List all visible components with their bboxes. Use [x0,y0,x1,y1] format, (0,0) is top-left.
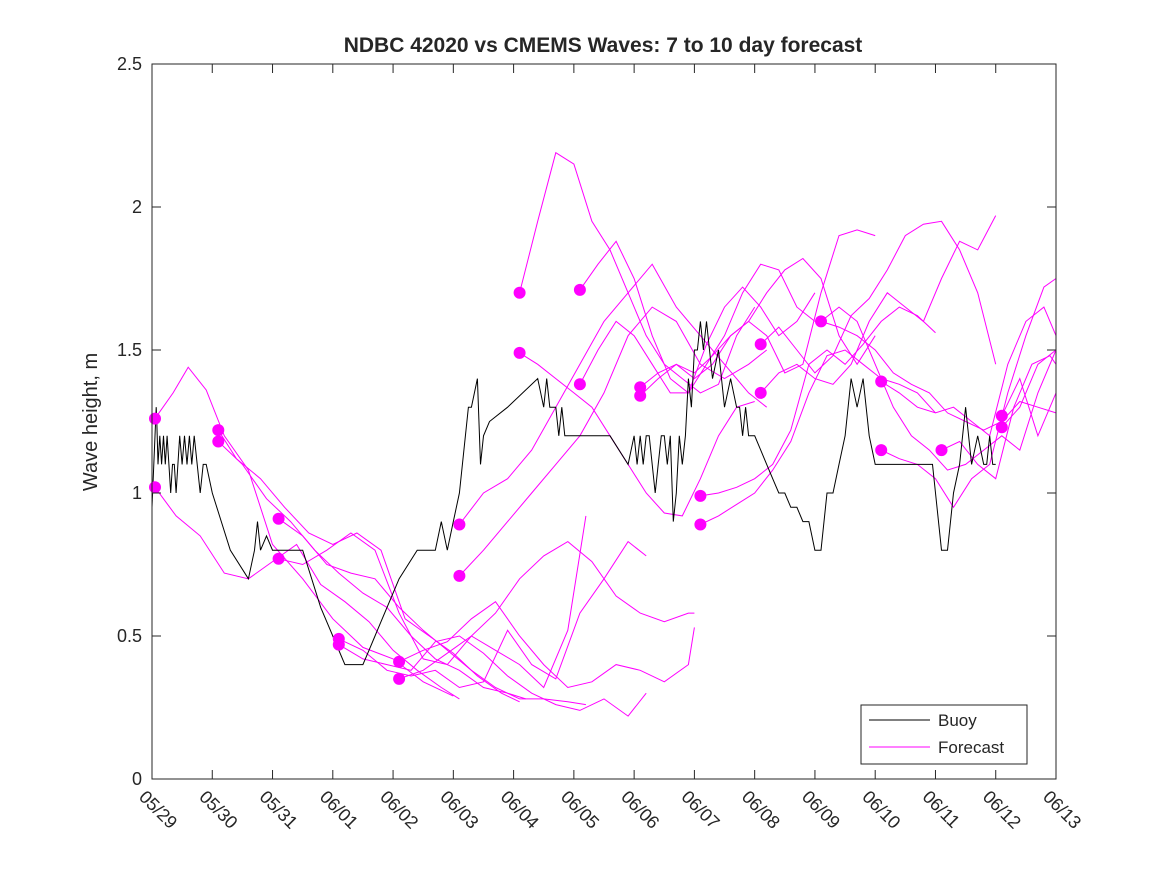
forecast-line-28 [1001,377,1057,438]
forecast-start-point [634,389,647,402]
x-tick-label: 06/12 [979,787,1025,833]
axes-box [151,63,1057,780]
forecast-line-23 [820,320,1057,431]
forecast-start-point [393,655,406,668]
x-tick-label: 06/03 [436,787,482,833]
x-tick-label: 06/01 [316,787,362,833]
forecast-start-point [573,378,586,391]
forecast-start-point [875,444,888,457]
forecast-start-point [272,552,285,565]
forecast-start-point [573,283,586,296]
forecast-start-point [393,672,406,685]
plot-area [149,151,1057,717]
forecast-start-point [875,375,888,388]
legend-buoy-label: Buoy [938,711,977,730]
x-tick-label: 05/31 [256,787,302,833]
forecast-start-point [212,424,225,437]
forecast-start-point [995,409,1008,422]
forecast-line-16 [579,263,816,394]
legend: Buoy Forecast [860,704,1028,765]
y-axis-label: Wave height, m [80,353,102,491]
forecast-line-9 [398,601,695,689]
forecast-start-point [995,421,1008,434]
forecast-line-12 [459,306,768,577]
forecast-start-point [634,381,647,394]
forecast-line-4 [217,441,526,700]
x-tick-label: 06/06 [617,787,663,833]
x-tick-label: 06/09 [798,787,844,833]
x-tick-label: 05/30 [195,787,241,833]
legend-box [860,704,1028,765]
forecast-line-6 [278,515,587,689]
forecast-line-29 [1001,349,1057,428]
forecast-start-point [935,444,948,457]
y-tick-label: 0 [132,769,142,789]
forecast-line-24 [820,306,1057,471]
x-tick-label: 06/11 [919,787,964,832]
x-tick-label: 06/07 [678,787,724,833]
x-tick-label: 06/04 [497,787,543,833]
forecast-line-17 [639,257,876,388]
x-tick-label: 06/02 [376,787,422,833]
forecast-line-3 [217,429,520,703]
x-tick-label: 06/08 [738,787,784,833]
y-tick-label: 2 [132,197,142,217]
forecast-line-13 [519,151,756,394]
forecast-line-21 [760,220,997,374]
buoy-line [151,321,996,666]
y-tick-label: 1.5 [117,340,142,360]
forecast-line-19 [700,306,936,497]
forecast-start-point [272,512,285,525]
forecast-start-point [453,569,466,582]
forecast-line-15 [579,240,816,394]
forecast-line-7 [338,540,647,689]
x-tick-label: 06/10 [858,787,904,833]
forecast-start-point [815,315,827,328]
forecast-start-point [212,435,225,448]
forecast-start-point [694,518,707,531]
forecast-start-point [332,638,345,651]
x-tick-label: 05/29 [135,787,181,833]
forecast-line-2 [154,487,460,700]
forecast-start-point [694,489,707,502]
forecast-line-14 [519,352,755,517]
chart-title: NDBC 42020 vs CMEMS Waves: 7 to 10 day f… [344,34,863,57]
x-tick-label: 06/05 [557,787,603,833]
forecast-line-8 [338,635,647,717]
forecast-line-5 [278,518,586,706]
forecast-line-22 [760,215,997,394]
forecast-start-point [513,346,526,359]
forecast-line-20 [700,349,936,525]
forecast-start-point [149,481,161,494]
x-tick-label: 06/13 [1039,787,1085,833]
forecast-start-point [149,412,161,425]
forecast-start-point [754,386,767,399]
forecast-start-point [453,518,466,531]
forecast-line-18 [639,229,876,397]
forecast-line-26 [880,278,1057,509]
forecast-line-10 [398,540,695,680]
forecast-line-1 [154,366,454,697]
y-tick-label: 0.5 [117,626,142,646]
forecast-line-11 [459,263,768,525]
forecast-start-point [513,286,526,299]
forecast-start-point [754,338,767,351]
legend-forecast-label: Forecast [938,738,1004,757]
forecast-line-25 [880,306,1057,437]
y-tick-label: 2.5 [117,54,142,74]
y-tick-label: 1 [132,483,142,503]
